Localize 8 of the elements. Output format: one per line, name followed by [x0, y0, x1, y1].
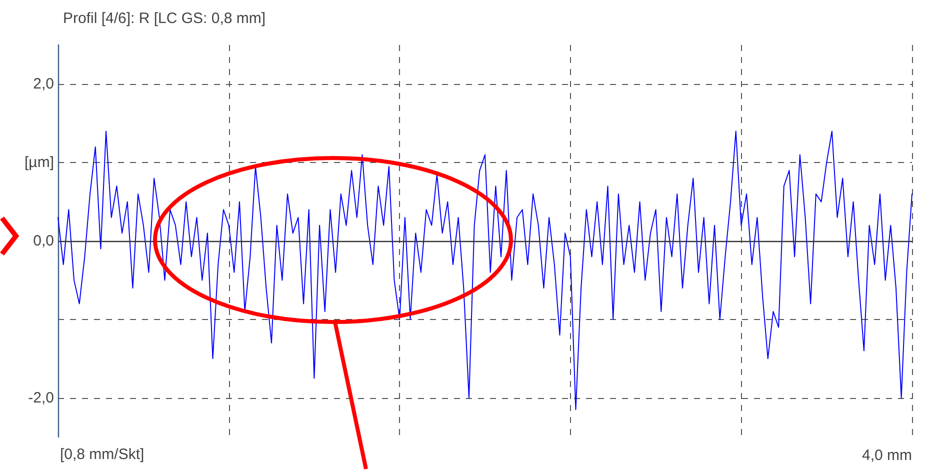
chart-title: Profil [4/6]: R [LC GS: 0,8 mm] [63, 10, 266, 27]
y-tick-label: 2,0 [33, 76, 54, 93]
y-tick-label: [µm] [24, 154, 54, 172]
line-series [58, 130, 912, 410]
x-axis-title: [0,8 mm/Skt] [60, 446, 144, 463]
y-tick-label: 0,0 [33, 232, 54, 250]
text: 4,0 mm [862, 447, 912, 464]
y-tick-label: -2,0 [28, 389, 54, 406]
